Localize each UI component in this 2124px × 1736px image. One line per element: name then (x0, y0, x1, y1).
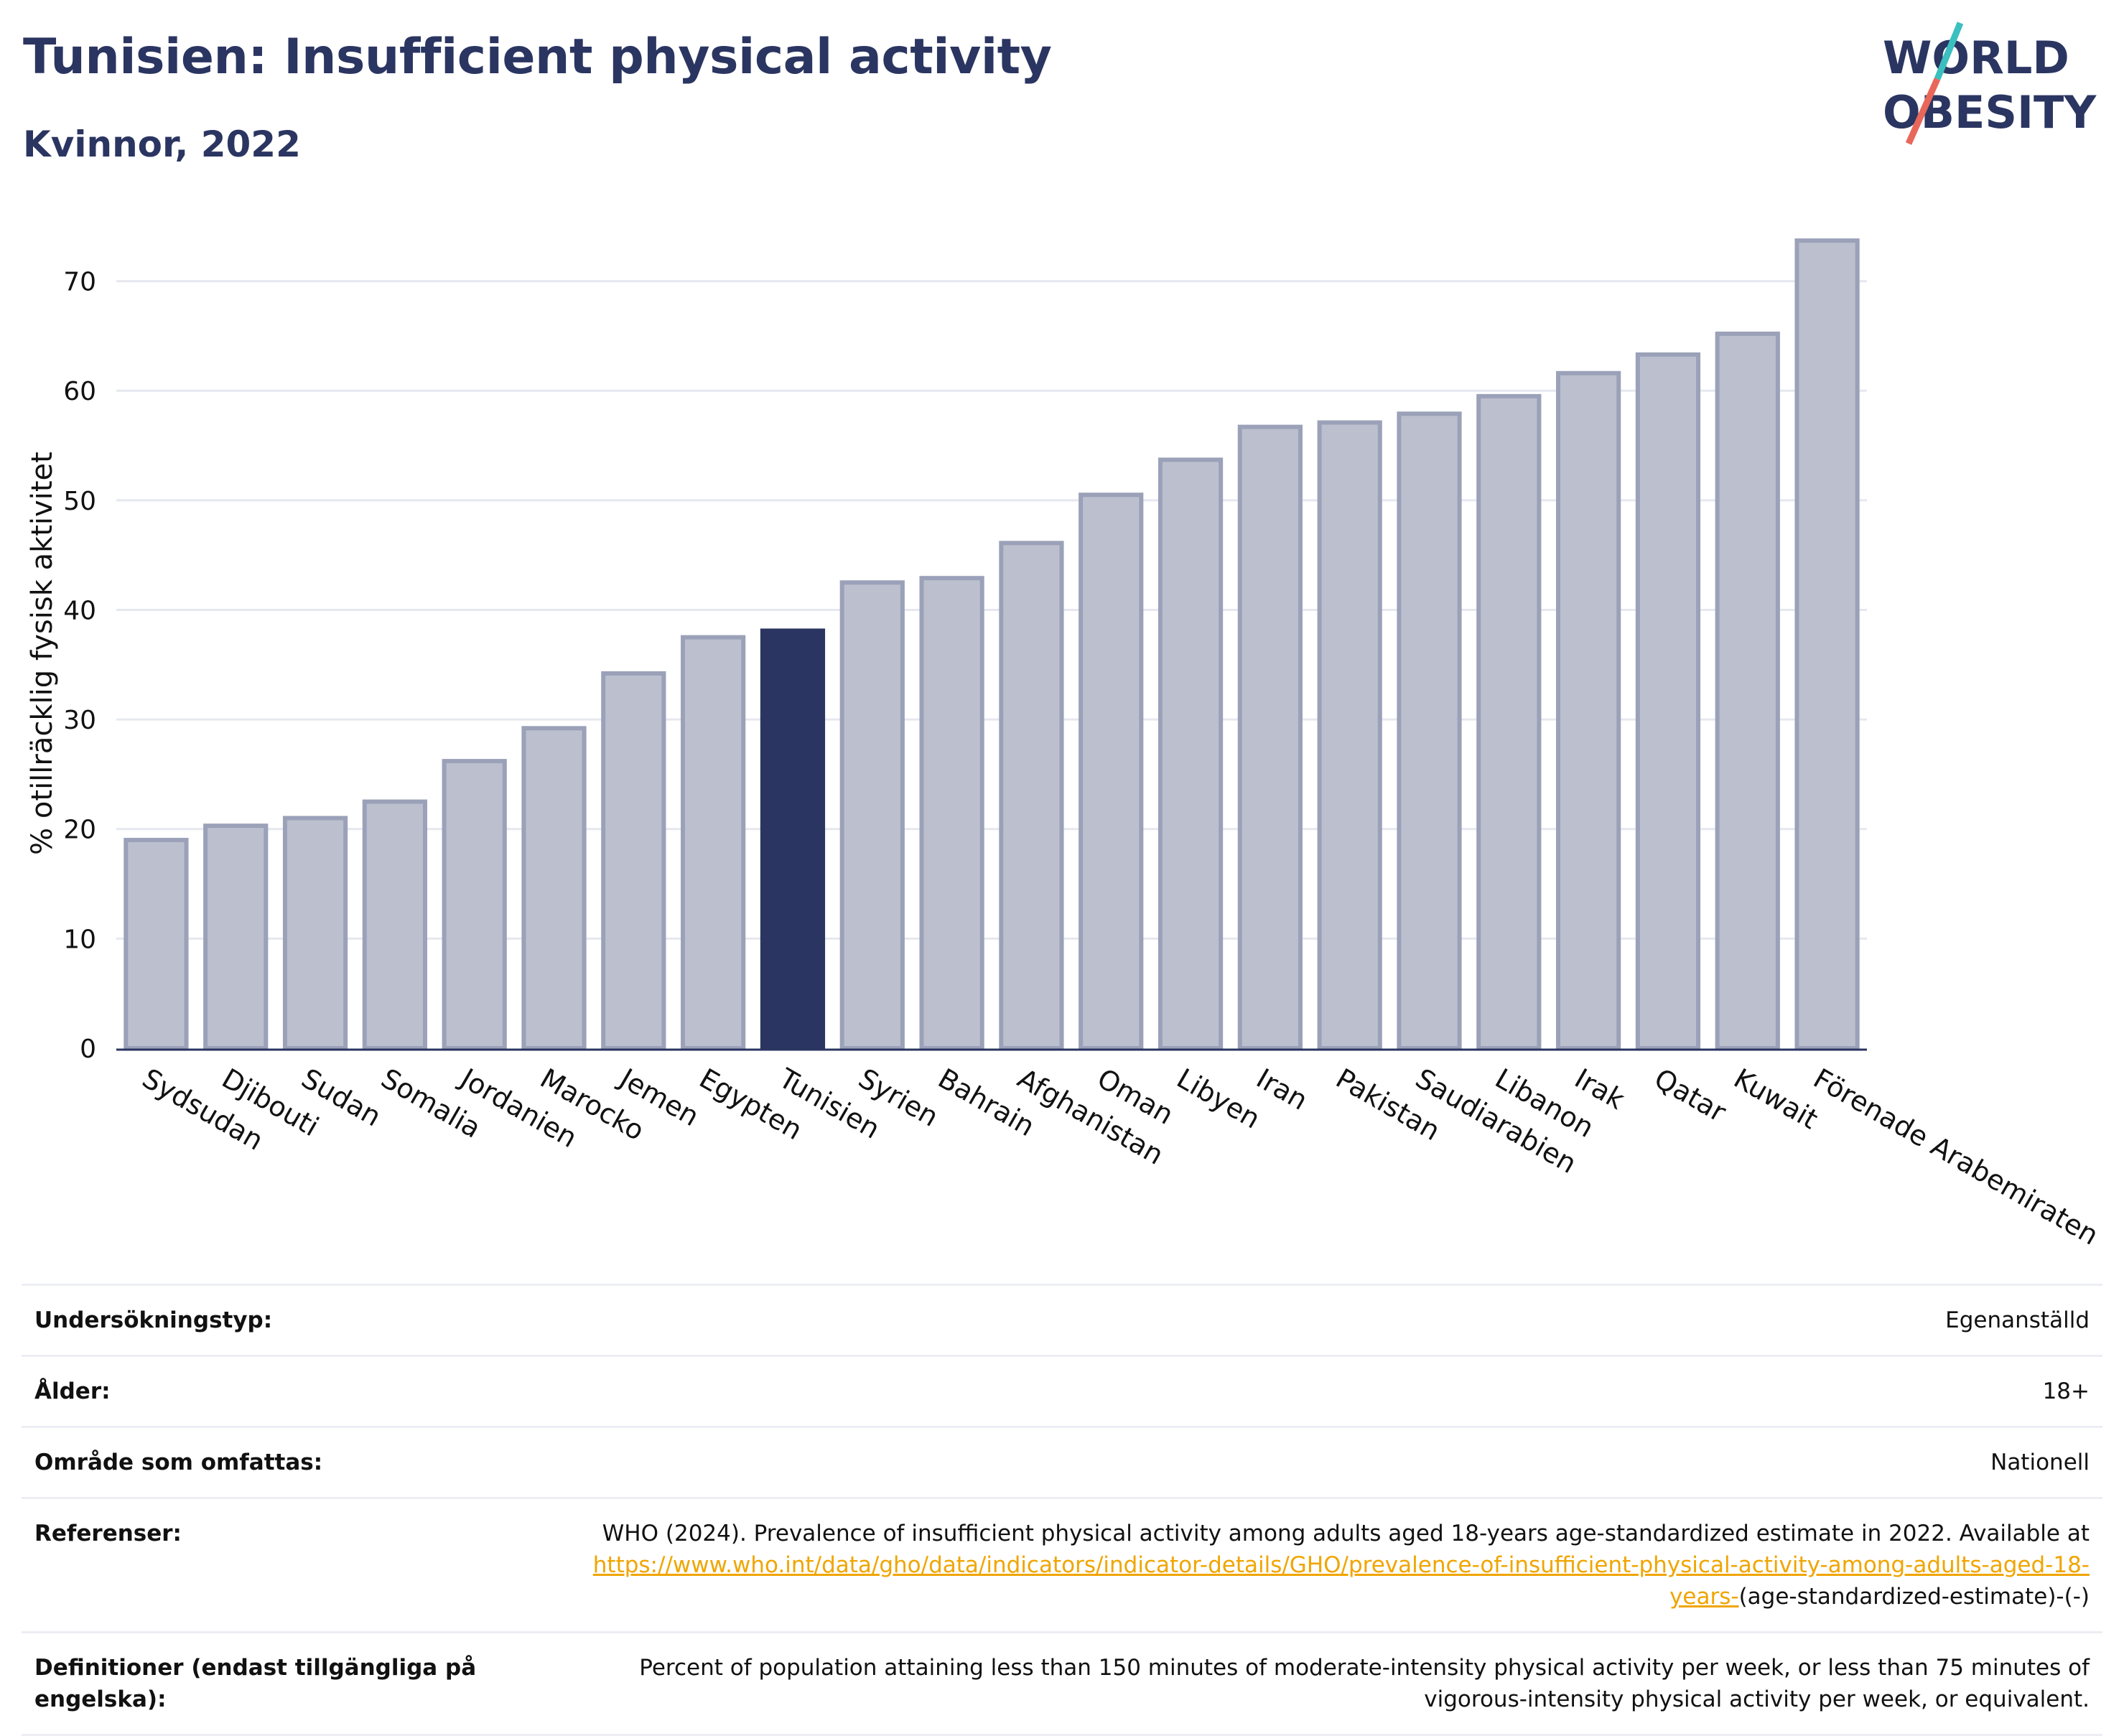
bar-afghanistan (999, 541, 1064, 1050)
logo-slash-top (1934, 22, 1964, 80)
logo-slash-bottom (1905, 78, 1941, 145)
bar-chart: 0 10 20 30 40 50 60 70 SydsudanDjiboutiSudanSom… (26, 238, 2104, 1251)
bar-jordanien (442, 759, 507, 1050)
bar-tunisien (760, 628, 826, 1050)
y-axis-label: % otillräcklig fysisk aktivitet (26, 452, 59, 855)
info-value: Egenanställd (1945, 1307, 2090, 1333)
info-row-references: Referenser: WHO (2024). Prevalence of in… (22, 1497, 2102, 1631)
info-value: Nationell (1990, 1450, 2090, 1475)
info-value: WHO (2024). Prevalence of insufficient p… (567, 1518, 2090, 1613)
info-row-definitions: Definitioner (endast tillgängliga på eng… (22, 1631, 2102, 1736)
bar-libyen (1158, 457, 1224, 1050)
y-tick-label: 20 (63, 816, 96, 845)
info-label: Ålder: (34, 1378, 111, 1404)
bar-somalia (362, 799, 427, 1051)
x-tick-label: Qatar (1649, 1063, 1731, 1129)
info-label: Referenser: (34, 1521, 182, 1546)
y-tick-label: 50 (63, 487, 96, 516)
bar-egypten (681, 635, 746, 1050)
bar-saudiarabien (1397, 411, 1462, 1050)
bar-syrien (839, 580, 905, 1050)
bar-marocko (521, 726, 587, 1050)
x-axis-ticks: SydsudanDjiboutiSudanSomaliaJordanienMar… (137, 1062, 2104, 1251)
reference-text: WHO (2024). Prevalence of insufficient p… (602, 1521, 2090, 1546)
y-tick-label: 60 (63, 377, 96, 406)
logo-line1: WORLD (1883, 32, 2069, 84)
x-tick-label: Libyen (1172, 1063, 1266, 1135)
bars (124, 238, 1860, 1051)
x-tick-label: Kuwait (1728, 1063, 1823, 1136)
y-axis-ticks: 0 10 20 30 40 50 60 70 (63, 268, 96, 1064)
bar-irak (1556, 370, 1621, 1050)
reference-link[interactable]: https://www.who.int/data/gho/data/indica… (592, 1552, 2090, 1610)
y-tick-label: 30 (63, 706, 96, 735)
info-row-survey-type: Undersökningstyp: Egenanställd (22, 1284, 2102, 1355)
page-title: Tunisien: Insufficient physical activity (23, 29, 1052, 85)
bar-djibouti (203, 823, 269, 1050)
info-table: Undersökningstyp: Egenanställd Ålder: 18… (22, 1284, 2102, 1736)
y-tick-label: 0 (80, 1035, 96, 1064)
bar-oman (1079, 493, 1144, 1050)
y-tick-label: 40 (63, 596, 96, 625)
info-value: 18+ (2042, 1378, 2090, 1404)
x-tick-label: Förenade Arabemiraten (1808, 1063, 2104, 1251)
bar-pakistan (1317, 420, 1382, 1050)
bar-sydsudan (124, 838, 189, 1050)
info-label: Definitioner (endast tillgängliga på eng… (34, 1655, 477, 1712)
bar-qatar (1635, 352, 1701, 1050)
bar-jemen (601, 671, 666, 1050)
world-obesity-logo: WORLD OBESITY (1883, 22, 2097, 145)
info-label: Undersökningstyp: (34, 1307, 273, 1333)
y-tick-label: 70 (63, 268, 96, 297)
bar-förenade-arabemiraten (1794, 238, 1860, 1051)
bar-sudan (282, 816, 348, 1050)
bar-libanon (1476, 393, 1542, 1050)
info-row-coverage: Område som omfattas: Nationell (22, 1426, 2102, 1497)
info-label: Område som omfattas: (34, 1450, 323, 1475)
page-subtitle: Kvinnor, 2022 (23, 123, 301, 165)
info-value: Percent of population attaining less tha… (639, 1655, 2090, 1712)
info-row-age: Ålder: 18+ (22, 1355, 2102, 1426)
logo-line2: OBESITY (1883, 86, 2097, 139)
bar-kuwait (1715, 331, 1780, 1050)
bar-bahrain (919, 576, 984, 1050)
reference-suffix: (age-standardized-estimate)-(-) (1738, 1584, 2090, 1610)
y-tick-label: 10 (63, 925, 96, 954)
bar-iran (1237, 424, 1303, 1050)
